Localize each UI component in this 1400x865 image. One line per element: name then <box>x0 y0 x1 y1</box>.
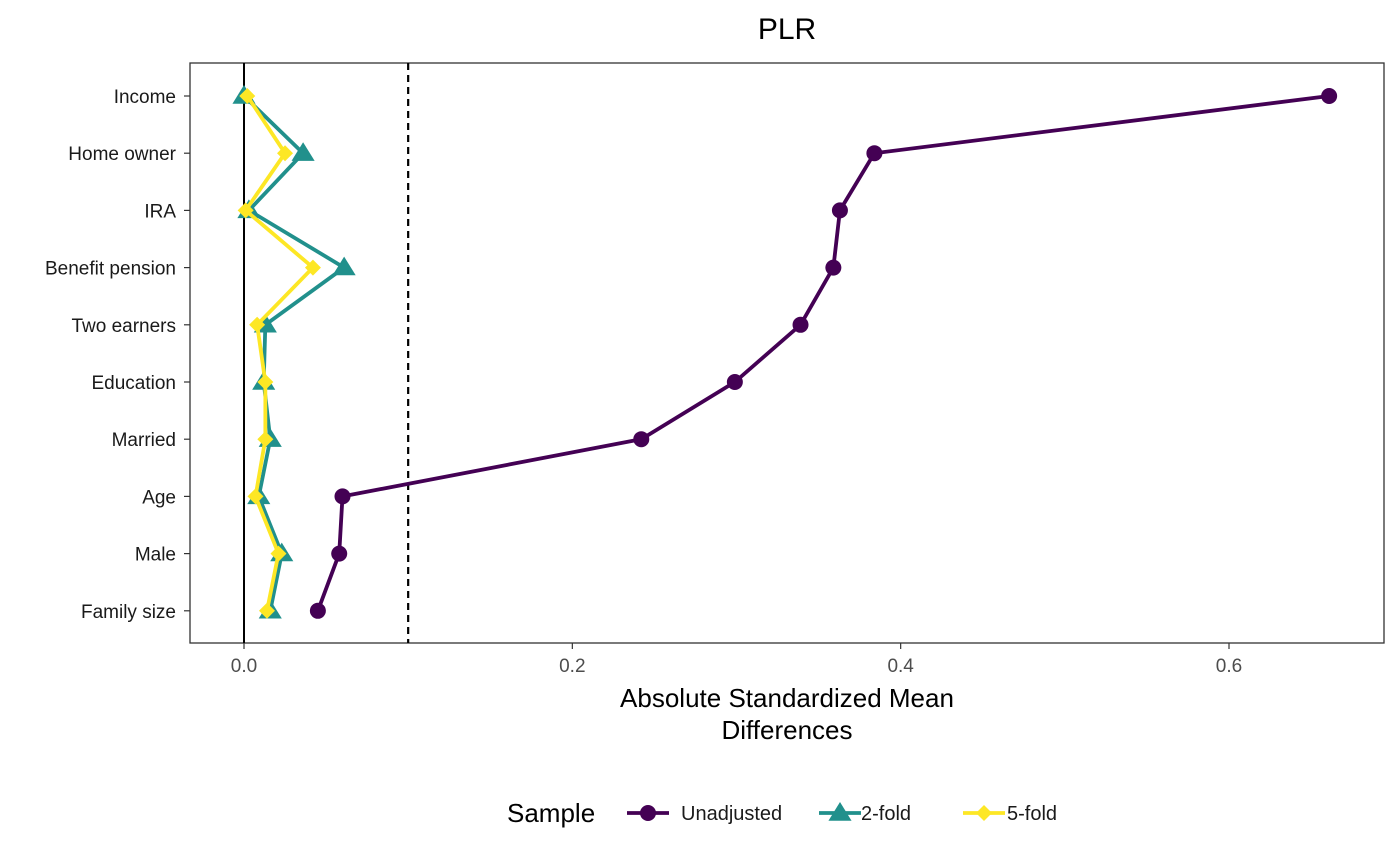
x-tick-label: 0.4 <box>887 656 914 677</box>
chart-title: PLR <box>758 13 816 46</box>
series-2-fold <box>232 85 356 619</box>
point-unadjusted <box>331 545 348 562</box>
series-unadjusted <box>309 88 1338 619</box>
series-line-2-fold <box>242 94 347 612</box>
point-5-fold <box>237 202 254 219</box>
legend: Sample Unadjusted 2-fold 5-fold <box>507 798 1057 828</box>
point-unadjusted <box>334 488 351 505</box>
plot-panel <box>189 62 1385 644</box>
legend-key-marker-unadjusted <box>640 805 656 821</box>
point-unadjusted <box>825 259 842 276</box>
y-tick-label: Two earners <box>71 316 176 337</box>
point-5-fold <box>247 488 264 505</box>
point-5-fold <box>239 88 256 104</box>
point-5-fold <box>257 374 274 390</box>
point-unadjusted <box>726 374 743 390</box>
series-line-unadjusted <box>316 94 1330 612</box>
y-tick-label: Income <box>114 87 176 108</box>
point-5-fold <box>304 259 321 276</box>
panel-border <box>189 62 1385 644</box>
x-tick-label: 0.2 <box>559 656 585 677</box>
point-unadjusted <box>633 431 650 448</box>
x-axis: 0.0 0.2 0.4 0.6 <box>231 643 1242 677</box>
y-tick-label: Married <box>112 430 176 451</box>
y-tick-label: Family size <box>81 602 176 623</box>
legend-title: Sample <box>507 798 595 828</box>
point-unadjusted <box>831 202 848 219</box>
point-unadjusted <box>1321 88 1338 104</box>
y-axis: Income Home owner IRA Benefit pension Two ea… <box>45 87 190 623</box>
y-tick-label: Male <box>135 545 176 566</box>
legend-label-2-fold: 2-fold <box>861 803 911 825</box>
legend-label-unadjusted: Unadjusted <box>681 803 782 825</box>
y-tick-label: Benefit pension <box>45 259 176 280</box>
x-axis-title-line-1: Absolute Standardized Mean <box>620 683 954 713</box>
point-unadjusted <box>866 145 883 162</box>
point-5-fold <box>270 545 287 562</box>
x-tick-label: 0.0 <box>231 656 257 677</box>
x-axis-title-line-2: Differences <box>721 715 852 745</box>
point-2-fold <box>332 256 356 276</box>
point-5-fold <box>277 145 294 162</box>
point-unadjusted <box>309 602 326 619</box>
y-tick-label: IRA <box>144 201 176 222</box>
point-5-fold <box>249 316 266 333</box>
point-unadjusted <box>792 316 809 333</box>
series-line-5-fold <box>243 94 315 612</box>
point-5-fold <box>257 431 274 448</box>
point-2-fold <box>291 142 315 161</box>
legend-label-5-fold: 5-fold <box>1007 803 1057 825</box>
legend-key-marker-2-fold <box>828 802 852 821</box>
point-5-fold <box>258 602 275 619</box>
y-tick-label: Home owner <box>68 144 176 165</box>
x-tick-label: 0.6 <box>1216 656 1242 677</box>
legend-key-marker-5-fold <box>976 805 992 821</box>
y-tick-label: Age <box>142 487 176 508</box>
y-tick-label: Education <box>91 373 176 394</box>
series-5-fold <box>237 88 321 619</box>
